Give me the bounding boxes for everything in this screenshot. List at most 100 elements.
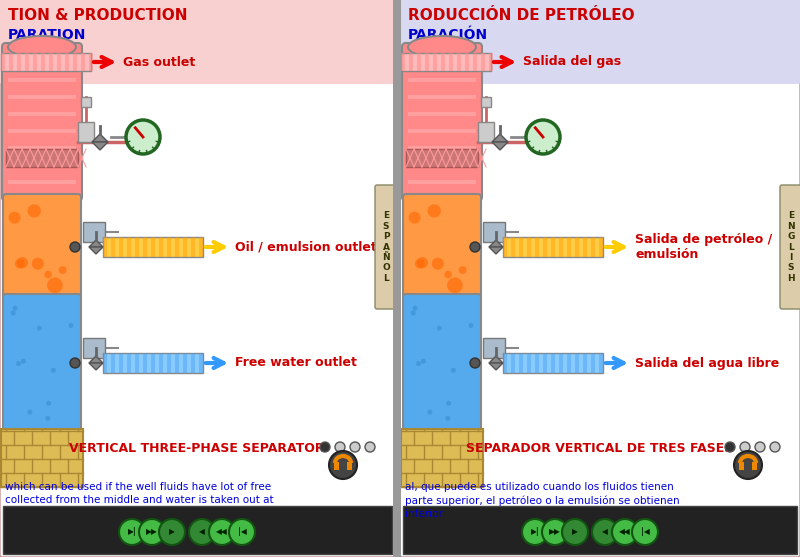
Text: ▶: ▶ (169, 527, 175, 536)
Circle shape (592, 519, 618, 545)
Circle shape (70, 242, 80, 252)
Circle shape (612, 519, 638, 545)
Bar (73, 53, 77, 71)
Circle shape (17, 257, 28, 268)
FancyBboxPatch shape (2, 43, 82, 201)
Text: VERTICAL THREE-PHASE SEPARATOR: VERTICAL THREE-PHASE SEPARATOR (70, 442, 325, 455)
FancyBboxPatch shape (3, 194, 81, 300)
Circle shape (229, 519, 255, 545)
Text: PARACIÓN: PARACIÓN (408, 28, 488, 42)
FancyBboxPatch shape (3, 294, 81, 432)
Circle shape (416, 361, 421, 366)
Bar (199, 237, 203, 257)
Bar (111, 353, 115, 373)
Bar (41, 53, 45, 71)
Bar (183, 353, 187, 373)
Bar (417, 53, 421, 71)
Circle shape (13, 306, 18, 311)
Circle shape (468, 323, 474, 328)
Text: |◀: |◀ (641, 527, 650, 536)
Bar (527, 353, 531, 373)
Circle shape (470, 358, 480, 368)
Circle shape (740, 442, 750, 452)
Circle shape (451, 368, 456, 373)
FancyBboxPatch shape (399, 0, 800, 557)
Bar (393, 0, 401, 557)
Bar (167, 237, 171, 257)
Text: which can be used if the well fluids have lot of free
collected from the middle : which can be used if the well fluids hav… (5, 482, 274, 505)
Bar (17, 53, 21, 71)
Bar (65, 53, 69, 71)
Text: ▶▶: ▶▶ (146, 527, 158, 536)
Circle shape (329, 451, 357, 479)
Circle shape (458, 266, 466, 274)
Bar (527, 237, 531, 257)
Circle shape (446, 416, 450, 421)
Text: ◀◀: ◀◀ (619, 527, 631, 536)
Bar (103, 237, 203, 257)
Bar (441, 53, 445, 71)
Bar (559, 353, 563, 373)
Bar (403, 506, 797, 554)
Bar (481, 97, 491, 107)
Bar (457, 53, 461, 71)
Text: E
S
P
A
Ñ
O
L: E S P A Ñ O L (382, 211, 390, 283)
Bar (409, 53, 413, 71)
Circle shape (46, 416, 50, 421)
Bar (119, 237, 123, 257)
Text: RODUCCIÓN DE PETRÓLEO: RODUCCIÓN DE PETRÓLEO (408, 8, 634, 23)
Bar (543, 237, 547, 257)
Bar (535, 237, 539, 257)
Bar (401, 53, 405, 71)
Bar (347, 462, 352, 470)
Circle shape (770, 442, 780, 452)
Text: Salida del gas: Salida del gas (523, 56, 621, 69)
Circle shape (27, 204, 41, 218)
Bar (551, 353, 555, 373)
Text: Free water outlet: Free water outlet (235, 356, 357, 369)
Circle shape (70, 358, 80, 368)
Polygon shape (89, 240, 103, 247)
Text: |◀: |◀ (238, 527, 246, 536)
Polygon shape (92, 142, 108, 150)
Circle shape (632, 519, 658, 545)
Bar (3, 506, 392, 554)
FancyBboxPatch shape (375, 185, 397, 309)
Circle shape (413, 306, 418, 311)
Bar (406, 149, 478, 167)
Circle shape (27, 409, 32, 414)
Bar (599, 353, 603, 373)
Bar (575, 237, 579, 257)
Bar (503, 353, 507, 373)
Polygon shape (489, 247, 503, 254)
Circle shape (526, 120, 560, 154)
Circle shape (365, 442, 375, 452)
Bar (543, 353, 547, 373)
Circle shape (16, 361, 21, 366)
Circle shape (417, 257, 428, 268)
Circle shape (37, 326, 42, 331)
Bar (103, 237, 107, 257)
Circle shape (410, 311, 416, 316)
Circle shape (432, 258, 444, 270)
Bar (473, 53, 477, 71)
Bar (559, 237, 563, 257)
Circle shape (15, 259, 25, 268)
Bar (33, 53, 37, 71)
Circle shape (47, 277, 62, 293)
FancyBboxPatch shape (780, 185, 800, 309)
Text: ◀◀: ◀◀ (216, 527, 228, 536)
Bar (752, 462, 757, 470)
Text: al, que puede es utilizado cuando los fluidos tienen
parte superior, el petróleo: al, que puede es utilizado cuando los fl… (405, 482, 680, 519)
Bar (1, 53, 91, 71)
Bar (503, 353, 603, 373)
Bar (403, 0, 797, 65)
Bar (401, 429, 483, 487)
Polygon shape (492, 142, 508, 150)
Bar (175, 237, 179, 257)
Bar (167, 353, 171, 373)
Bar (483, 222, 505, 242)
Bar (127, 353, 131, 373)
Circle shape (21, 359, 26, 364)
Circle shape (734, 451, 762, 479)
